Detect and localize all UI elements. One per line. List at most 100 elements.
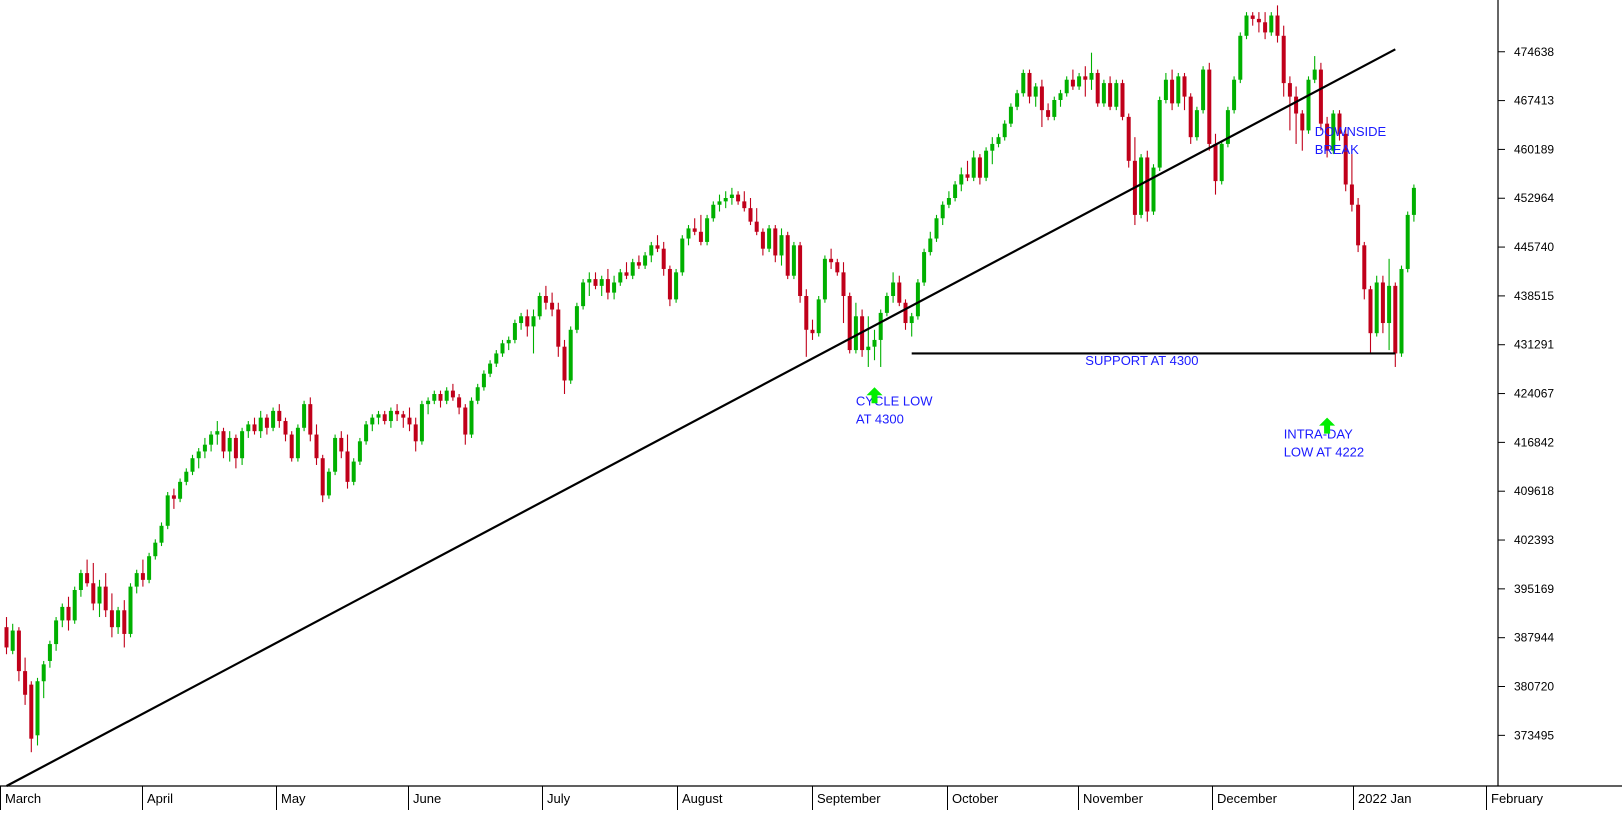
candle-body-4 [29,684,34,739]
candle-body-43 [271,410,276,428]
candle-body-1 [10,630,15,651]
candle-body-45 [283,421,288,435]
candle-body-166 [1033,86,1038,97]
candle-body-176 [1095,72,1100,104]
candle-body-217 [1349,184,1354,205]
y-tick-label-13: 380720 [1514,680,1554,694]
y-tick-label-11: 395169 [1514,582,1554,596]
candle-body-80 [500,343,505,354]
candle-body-54 [339,437,344,452]
candle-body-88 [550,302,555,310]
candle-body-188 [1170,79,1175,104]
candle-body-150 [934,218,939,239]
candle-body-51 [320,458,325,496]
annotation-2-line-1: AT 4300 [856,411,904,426]
candle-body-211 [1312,69,1317,80]
x-tick-label-0: March [5,791,41,806]
candle-body-11 [72,590,77,621]
candle-body-102 [636,262,641,266]
candle-body-122 [760,231,765,249]
annotation-1-line-0: SUPPORT AT 4300 [1085,353,1198,368]
candle-body-110 [686,228,691,239]
candle-body-75 [469,400,474,435]
candle-body-147 [915,282,920,317]
annotation-3-arrow-icon [1319,417,1336,434]
candle-body-7 [47,644,52,661]
candle-body-50 [314,434,319,459]
candle-body-144 [897,282,902,303]
candle-body-94 [587,279,592,283]
candle-body-64 [401,414,406,418]
candle-body-25 [159,525,164,543]
candle-body-67 [419,404,424,442]
candle-body-2 [16,630,21,672]
candle-body-37 [233,437,238,459]
candle-body-174 [1083,76,1088,80]
candle-body-86 [537,296,542,317]
annotation-0-line-0: DOWNSIDE [1315,124,1387,139]
candle-body-58 [364,424,369,442]
candle-body-210 [1306,79,1311,131]
candle-body-163 [1015,93,1020,107]
candle-body-93 [581,282,586,307]
candle-body-61 [382,414,387,422]
candle-body-107 [667,268,672,300]
candle-body-209 [1300,113,1305,131]
candle-body-152 [946,198,951,205]
candle-body-200 [1244,15,1249,36]
x-tick-label-9: December [1217,791,1278,806]
candle-body-21 [134,573,139,587]
y-tick-label-10: 402393 [1514,533,1554,547]
candle-body-185 [1151,167,1156,212]
x-tick-label-6: September [817,791,881,806]
y-tick-label-7: 424067 [1514,387,1554,401]
candle-body-17 [109,610,114,628]
candle-body-213 [1325,123,1330,151]
candle-body-178 [1108,83,1113,107]
candle-body-98 [612,282,617,293]
candle-body-202 [1256,18,1261,23]
candle-body-143 [891,282,896,296]
candle-body-207 [1287,83,1292,97]
candle-body-97 [605,279,610,293]
candle-body-155 [965,174,970,178]
x-tick-label-8: November [1083,791,1144,806]
candle-body-70 [438,394,443,401]
candle-body-119 [742,201,747,209]
candle-body-14 [91,583,96,604]
candle-body-164 [1021,72,1026,94]
annotation-3-line-1: LOW AT 4222 [1284,445,1364,460]
candle-body-203 [1263,22,1268,33]
candle-body-195 [1213,143,1218,182]
candle-body-74 [463,407,468,435]
candle-body-79 [494,353,499,364]
candle-body-132 [822,258,827,300]
y-tick-label-5: 438515 [1514,289,1554,303]
x-tick-label-4: July [547,791,571,806]
candle-body-204 [1269,15,1274,33]
candle-body-22 [140,573,145,580]
candle-body-31 [196,451,201,459]
candle-body-84 [525,316,530,327]
candle-body-0 [4,627,9,648]
candle-body-108 [674,272,679,300]
candle-body-114 [711,204,716,219]
candle-body-13 [85,573,90,584]
x-tick-label-11: February [1491,791,1544,806]
candle-body-180 [1120,83,1125,117]
candle-body-140 [872,339,877,347]
candle-body-111 [692,228,697,232]
candle-body-192 [1194,110,1199,138]
x-tick-label-7: October [952,791,999,806]
candle-body-9 [60,606,65,621]
candle-body-120 [748,208,753,222]
candle-body-170 [1058,93,1063,100]
candle-body-72 [450,390,455,398]
candle-body-130 [810,329,815,334]
candle-body-47 [295,427,300,459]
candle-body-184 [1145,157,1150,212]
candle-body-169 [1052,100,1057,117]
candle-body-41 [258,417,263,432]
candle-body-221 [1374,282,1379,334]
candle-body-87 [543,296,548,303]
